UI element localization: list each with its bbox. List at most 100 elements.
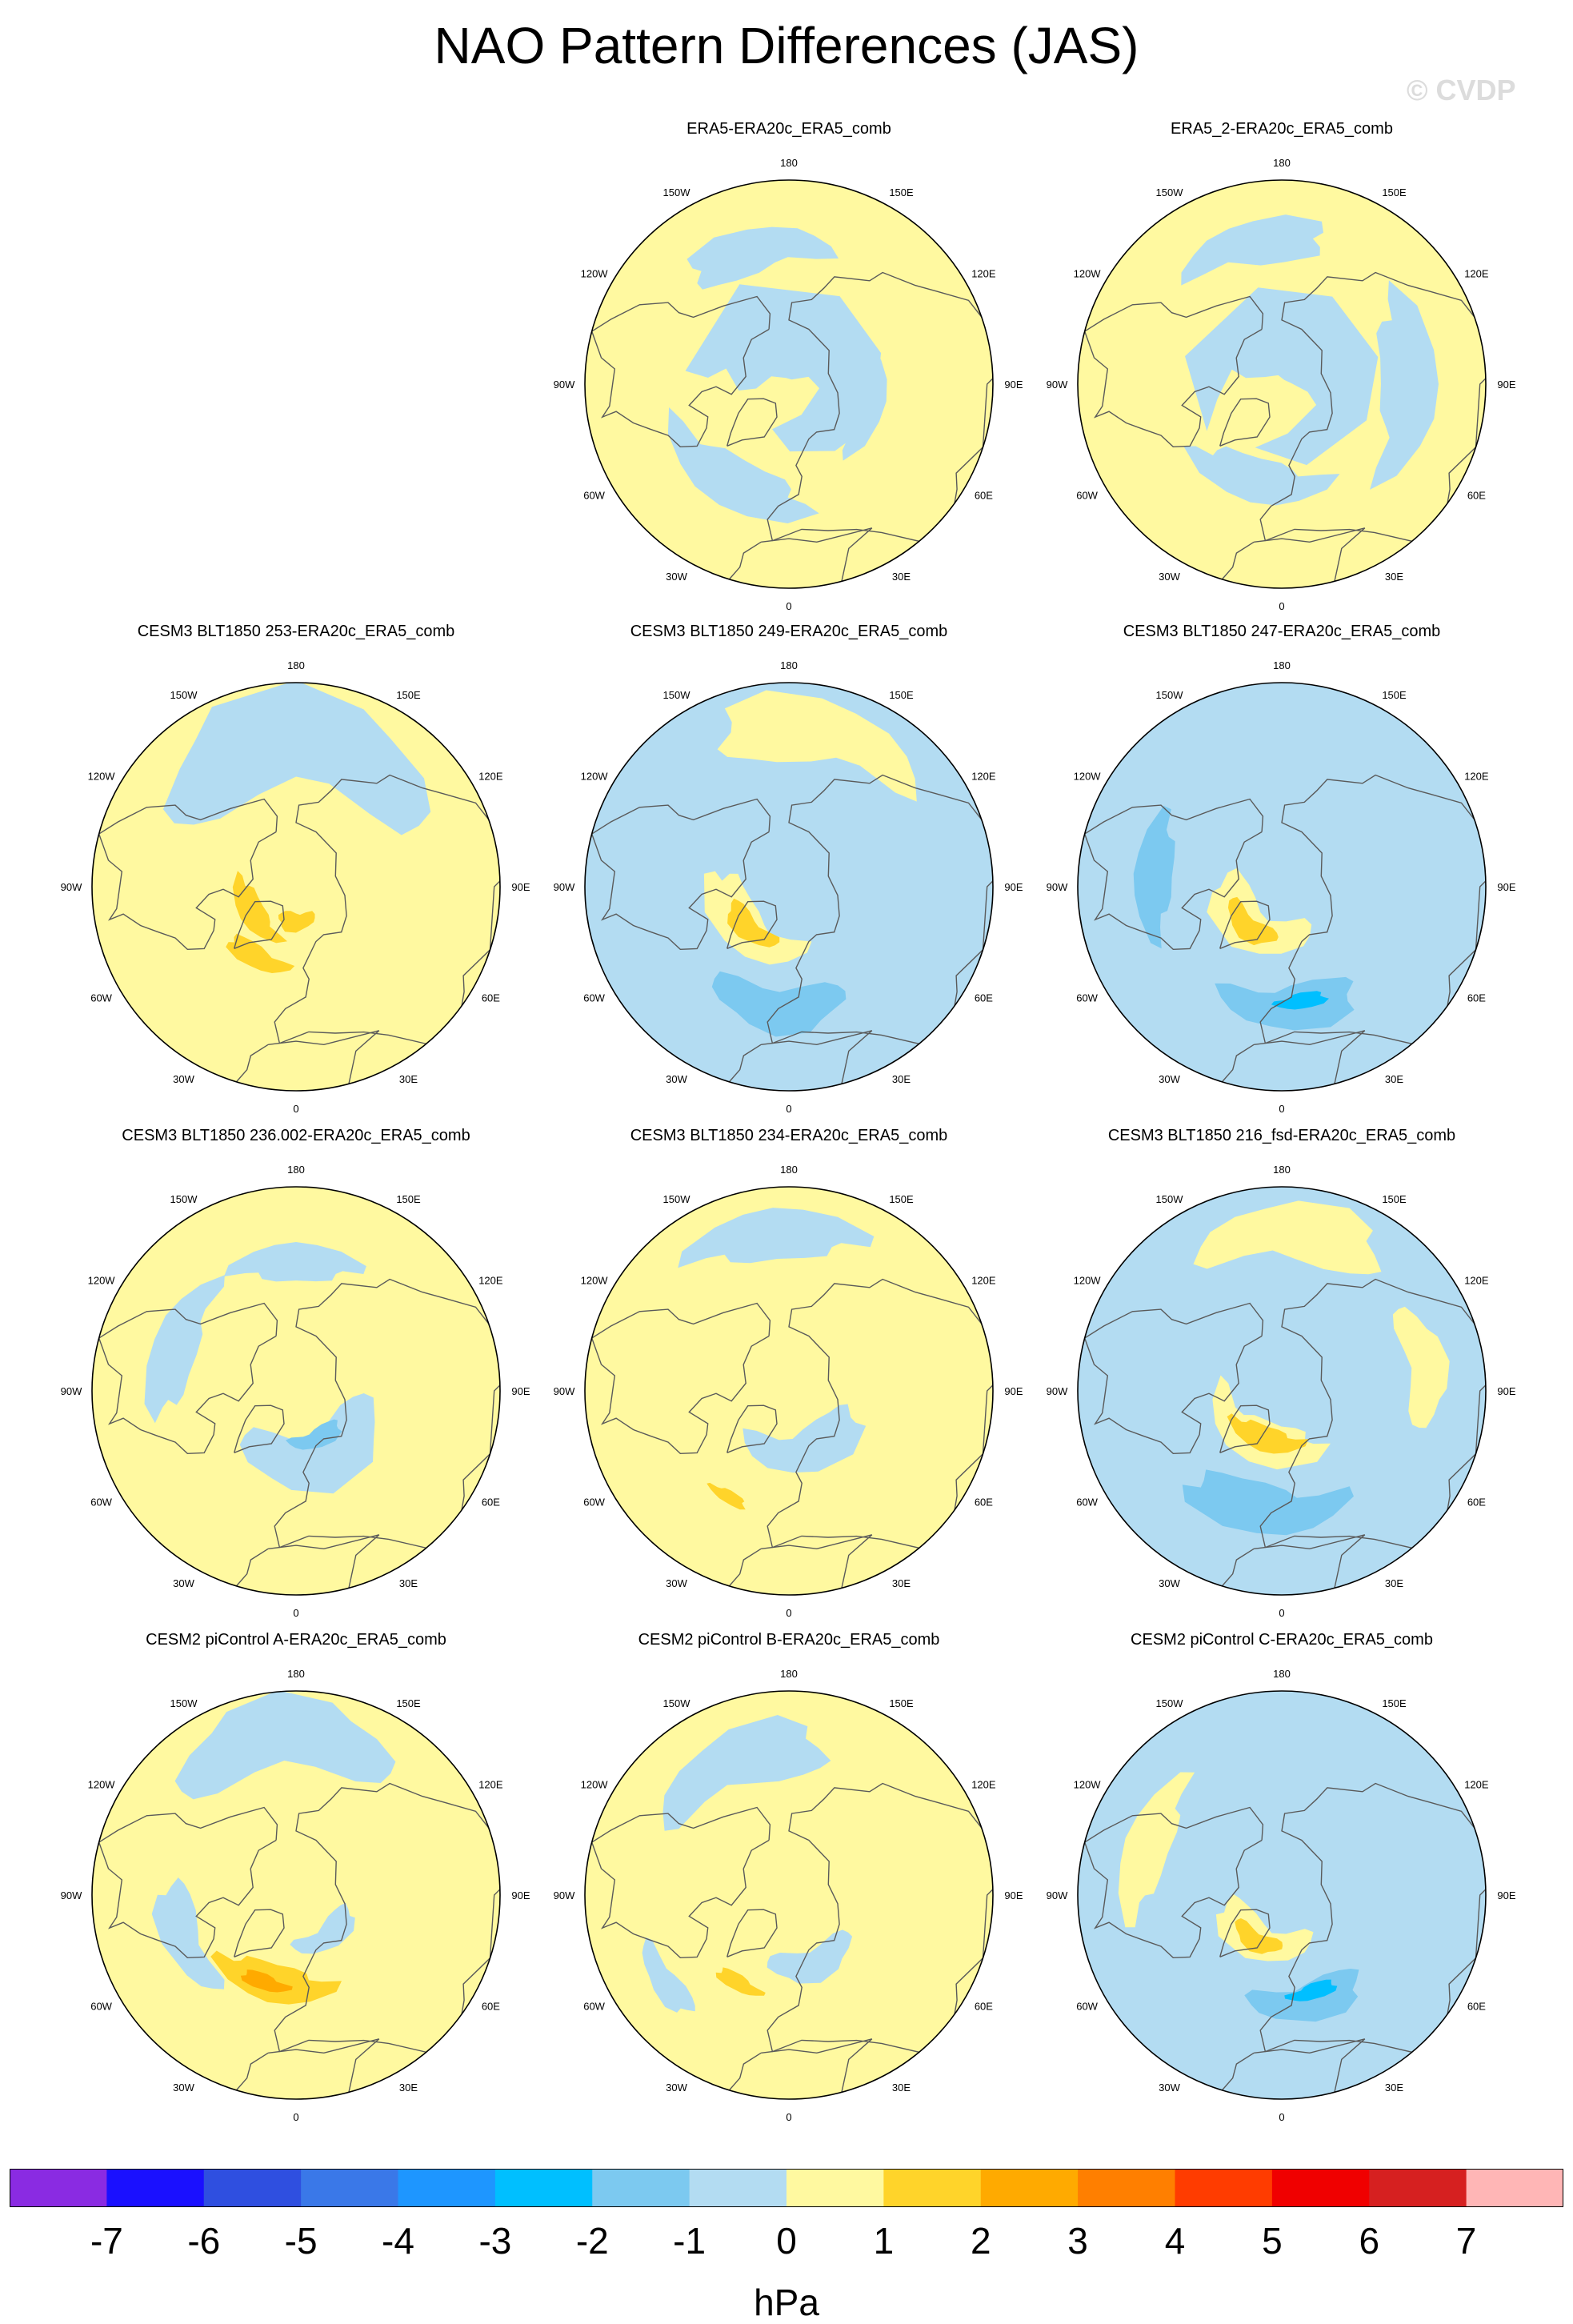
longitude-label: 180 bbox=[1273, 1164, 1291, 1176]
anomaly-contour-pos bbox=[1235, 1918, 1283, 1954]
anomaly-contour-neg bbox=[662, 1715, 831, 1831]
cvdp-watermark: © CVDP bbox=[1407, 74, 1516, 106]
anomaly-contour-neg bbox=[144, 1275, 225, 1424]
coastline bbox=[726, 398, 778, 447]
anomaly-contour-neg bbox=[1271, 991, 1329, 1010]
longitude-label: 60E bbox=[1467, 992, 1486, 1004]
longitude-label: 150W bbox=[663, 1697, 691, 1709]
longitude-label: 60E bbox=[482, 992, 500, 1004]
longitude-label: 60W bbox=[583, 992, 605, 1004]
longitude-label: 150E bbox=[1382, 1697, 1407, 1709]
coastline bbox=[1259, 774, 1486, 1052]
longitude-label: 60W bbox=[90, 1497, 112, 1509]
longitude-label: 90W bbox=[1047, 1385, 1068, 1397]
coastline bbox=[1083, 295, 1264, 448]
longitude-label: 150E bbox=[1382, 186, 1407, 198]
panel-title: CESM3 BLT1850 249-ERA20c_ERA5_comb bbox=[630, 623, 948, 640]
polar-map: 180 150E 120E 90E 60E 30E 0 30W 60W 90W 120W 150W bbox=[1047, 157, 1516, 612]
polar-map: 180 150E 120E 90E 60E 30E 0 30W 60W 90W 120W 150W bbox=[554, 1164, 1023, 1619]
longitude-label: 150E bbox=[1382, 689, 1407, 701]
anomaly-contour-neg bbox=[1181, 214, 1323, 286]
colorbar-swatch bbox=[1078, 2169, 1176, 2207]
longitude-label: 150E bbox=[889, 186, 914, 198]
coastline bbox=[766, 1278, 993, 1556]
anomaly-contour-neg bbox=[678, 1208, 875, 1268]
panel-title: CESM3 BLT1850 236.002-ERA20c_ERA5_comb bbox=[122, 1127, 470, 1144]
anomaly-contour-neg bbox=[1370, 280, 1439, 490]
longitude-label: 150W bbox=[1156, 186, 1184, 198]
anomaly-contour-pos bbox=[232, 871, 287, 944]
polar-map: 180 150E 120E 90E 60E 30E 0 30W 60W 90W 120W 150W bbox=[1047, 1668, 1516, 2123]
coastline bbox=[231, 1534, 380, 1595]
longitude-label: 30W bbox=[173, 1073, 194, 1085]
longitude-label: 150E bbox=[396, 1193, 421, 1205]
longitude-label: 30E bbox=[892, 1577, 911, 1589]
colorbar-tick-label: -6 bbox=[187, 2220, 220, 2262]
longitude-label: 90W bbox=[554, 881, 575, 893]
colorbar-swatch bbox=[980, 2169, 1079, 2207]
longitude-label: 90E bbox=[1004, 881, 1023, 893]
longitude-label: 60W bbox=[1076, 992, 1098, 1004]
map-boundary bbox=[1077, 1186, 1487, 1596]
longitude-label: 120W bbox=[1074, 771, 1102, 783]
panel-title: CESM3 BLT1850 216_fsd-ERA20c_ERA5_comb bbox=[1107, 1127, 1456, 1144]
longitude-label: 60W bbox=[90, 2001, 112, 2013]
coastline bbox=[98, 1302, 278, 1455]
panel-title: CESM2 piControl A-ERA20c_ERA5_comb bbox=[146, 1631, 446, 1649]
colorbar-swatch bbox=[592, 2169, 690, 2207]
map-panel-era5_2: ERA5_2-ERA20c_ERA5_comb 180 150E 120E 90E 60E… bbox=[1034, 120, 1530, 632]
colorbar-tick-label: -3 bbox=[478, 2220, 511, 2262]
longitude-label: 0 bbox=[293, 1607, 298, 1619]
coastline bbox=[98, 1806, 278, 1959]
longitude-label: 30W bbox=[666, 1073, 687, 1085]
longitude-label: 120W bbox=[581, 771, 609, 783]
coastline bbox=[724, 1030, 873, 1091]
coastline bbox=[724, 1534, 873, 1595]
map-boundary bbox=[1077, 682, 1487, 1092]
longitude-label: 120W bbox=[581, 268, 609, 280]
anomaly-contour-pos bbox=[278, 911, 315, 933]
longitude-label: 150W bbox=[1156, 689, 1184, 701]
longitude-label: 150E bbox=[396, 689, 421, 701]
colorbar-tick-label: 6 bbox=[1359, 2220, 1380, 2262]
longitude-label: 180 bbox=[780, 659, 798, 671]
longitude-label: 60W bbox=[583, 490, 605, 502]
map-background-field bbox=[92, 1187, 500, 1595]
coastline bbox=[1259, 1278, 1486, 1556]
anomaly-contour-neg bbox=[151, 1877, 225, 1989]
longitude-label: 90E bbox=[1497, 1889, 1515, 1901]
longitude-label: 150E bbox=[889, 689, 914, 701]
coastline bbox=[726, 900, 778, 949]
longitude-label: 150W bbox=[170, 689, 198, 701]
longitude-label: 60E bbox=[975, 992, 993, 1004]
longitude-label: 60E bbox=[1467, 490, 1486, 502]
longitude-label: 30E bbox=[1385, 1577, 1403, 1589]
longitude-label: 150W bbox=[170, 1193, 198, 1205]
longitude-label: 30W bbox=[666, 1577, 687, 1589]
longitude-label: 120W bbox=[88, 1779, 116, 1791]
anomaly-contour-neg bbox=[162, 683, 431, 835]
colorbar-swatch bbox=[1175, 2169, 1273, 2207]
longitude-label: 180 bbox=[287, 659, 305, 671]
coastline bbox=[234, 1404, 285, 1453]
colorbar: -7 -6 -5 -4 -3 -2 -1 0 1 2 3 4 5 6 7 bbox=[10, 2169, 1563, 2262]
longitude-label: 120E bbox=[971, 771, 996, 783]
anomaly-contour-pos bbox=[226, 933, 295, 973]
longitude-label: 90E bbox=[1497, 1385, 1515, 1397]
longitude-label: 180 bbox=[287, 1164, 305, 1176]
coastline bbox=[726, 1909, 778, 1957]
longitude-label: 90W bbox=[554, 1889, 575, 1901]
coastline bbox=[1217, 2038, 1366, 2099]
map-background-field bbox=[1078, 180, 1486, 588]
anomaly-contour-neg bbox=[174, 1691, 396, 1800]
coastline bbox=[1259, 271, 1486, 549]
coastline bbox=[766, 774, 993, 1052]
coastline bbox=[234, 1909, 285, 1957]
anomaly-region bbox=[685, 284, 882, 452]
longitude-label: 120E bbox=[1464, 1779, 1489, 1791]
map-boundary bbox=[1077, 1690, 1487, 2100]
longitude-label: 150W bbox=[663, 689, 691, 701]
map-boundary bbox=[91, 682, 501, 1092]
anomaly-contour-pos bbox=[715, 1967, 766, 1996]
longitude-label: 60W bbox=[1076, 490, 1098, 502]
